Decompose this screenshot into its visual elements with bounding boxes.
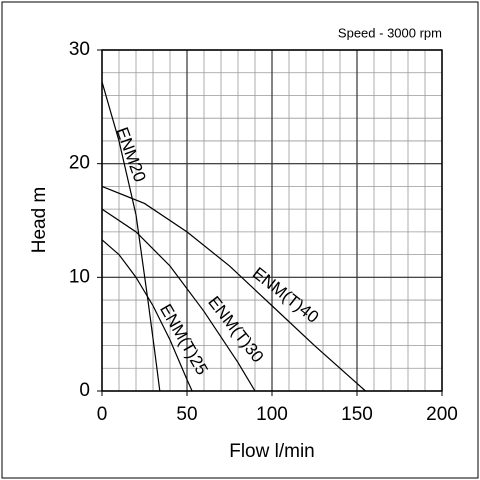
x-tick-label: 100 bbox=[256, 404, 288, 425]
series-label: ENM(T)30 bbox=[204, 293, 267, 366]
x-tick-label: 50 bbox=[176, 404, 197, 425]
x-tick-label: 200 bbox=[426, 404, 458, 425]
y-tick-label: 20 bbox=[69, 153, 90, 174]
curve bbox=[101, 185, 366, 392]
y-tick-label: 10 bbox=[69, 266, 90, 287]
curve bbox=[101, 239, 193, 392]
curve bbox=[101, 81, 161, 392]
y-axis-label: Head m bbox=[29, 187, 50, 254]
series-label: ENM20 bbox=[112, 125, 149, 185]
x-tick-label: 150 bbox=[341, 404, 373, 425]
x-tick-label: 0 bbox=[97, 404, 108, 425]
annotation: Speed - 3000 rpm bbox=[338, 25, 442, 40]
series-label: ENM(T)25 bbox=[156, 301, 212, 378]
plot-frame bbox=[101, 49, 443, 392]
curve bbox=[101, 208, 256, 392]
y-tick-label: 30 bbox=[69, 39, 90, 60]
y-tick-label: 0 bbox=[79, 380, 90, 401]
x-axis-label: Flow l/min bbox=[229, 441, 315, 462]
